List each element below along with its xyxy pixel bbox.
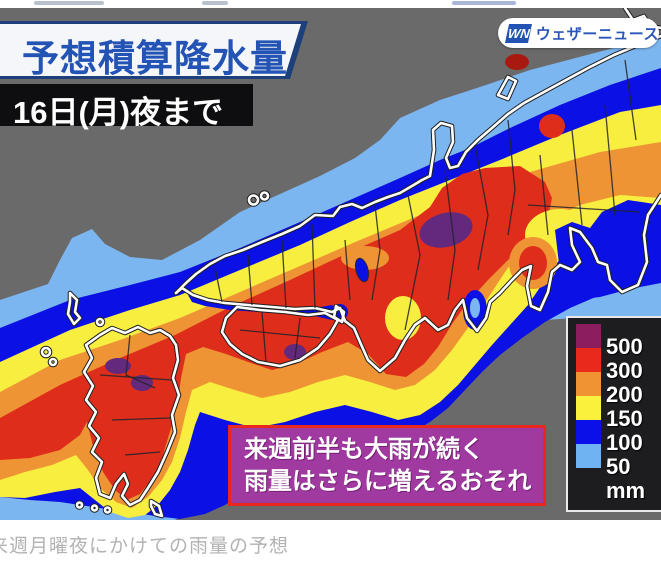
core-purple-chubu (419, 212, 473, 248)
legend-swatch-300 (576, 348, 601, 372)
strip-artifact (34, 1, 104, 5)
pocket-red-hakone (519, 246, 547, 280)
rainfall-legend: 500 300 200 150 100 50 mm (566, 316, 661, 512)
sea-tokyo-bay-pacific (555, 200, 661, 300)
core-purple-kyushu-a (105, 358, 131, 374)
precipitation-map (0, 8, 661, 520)
wn-logo-letters: WN (506, 25, 531, 41)
core-purple-shikoku (284, 344, 306, 360)
prefecture-borders (99, 59, 641, 456)
legend-swatches (576, 324, 601, 468)
callout-line-1: 来週前半も大雨が続く (244, 436, 484, 463)
caption-text: 来週月曜夜にかけての雨量の予想 (0, 536, 290, 557)
strip-artifact (202, 1, 228, 5)
callout-line-2: 雨量はさらに増えるおそれ (244, 468, 532, 495)
lake-biwa (354, 257, 370, 283)
title-banner-inner: 予想積算降水量 (0, 24, 301, 76)
warning-callout: 来週前半も大雨が続く 雨量はさらに増えるおそれ (228, 425, 546, 506)
weathernews-wordmark: ウェザーニュース (535, 25, 659, 43)
pocket-darkred-coast (505, 54, 529, 70)
strip-artifact (452, 1, 516, 5)
legend-swatch-500 (576, 324, 601, 348)
wn-logo-icon: WN (504, 23, 532, 43)
legend-value-500: 500 (606, 334, 643, 359)
legend-swatch-200 (576, 372, 601, 396)
legend-swatch-50 (576, 444, 601, 468)
legend-swatch-100 (576, 420, 601, 444)
legend-value-150: 150 (606, 406, 643, 431)
page-title: 予想積算降水量 (22, 38, 288, 79)
top-remnant-strip (0, 0, 661, 8)
title-banner: 予想積算降水量 (0, 21, 308, 79)
sea-ise-bay-inner (470, 298, 480, 318)
pocket-yellow-nara (385, 296, 421, 340)
pocket-red-tohoku (539, 114, 565, 138)
legend-value-200: 200 (606, 382, 643, 407)
japan-rainfall-svg (0, 8, 661, 520)
date-bar: 16日(月)夜まで (0, 84, 253, 130)
legend-value-300: 300 (606, 358, 643, 383)
legend-value-50: 50 (606, 454, 631, 479)
legend-unit: mm (606, 478, 646, 503)
weathernews-logo: WN ウェザーニュース (498, 18, 659, 48)
caption-bar: 来週月曜夜にかけての雨量の予想 (0, 520, 661, 569)
pocket-orange-hida (341, 246, 389, 270)
legend-swatch-150 (576, 396, 601, 420)
legend-value-100: 100 (606, 430, 643, 455)
forecast-period-label: 16日(月)夜まで (13, 95, 224, 130)
